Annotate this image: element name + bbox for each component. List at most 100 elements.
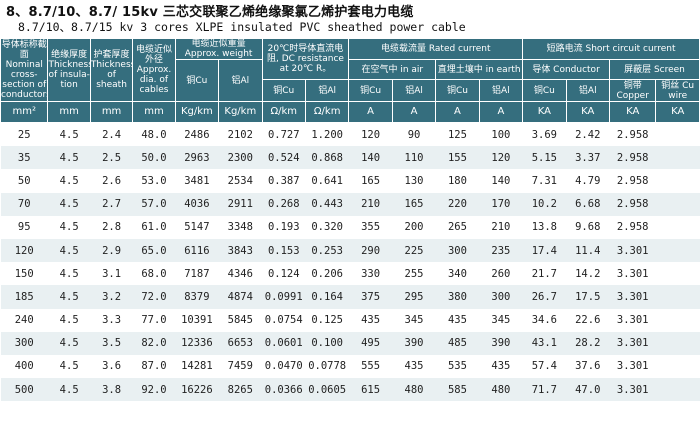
header-sc-cu: 铜Cu (522, 79, 567, 102)
table-cell: 4874 (218, 285, 263, 309)
table-row: 50 4.5 2.6 53.0 3481 2534 0.387 0.641 165 130 180 1… (1, 169, 700, 192)
table-cell: 200 (404, 221, 424, 234)
table-cell (655, 378, 700, 402)
table-cell: 82.0 (132, 331, 176, 355)
table-cell: 0.164 (305, 285, 349, 309)
table-cell: 3481 (184, 174, 210, 187)
table-cell: 68.0 (141, 267, 167, 280)
table-cell: 71.7 (522, 378, 567, 402)
table-cell: 4.5 (59, 174, 79, 187)
table-cell: 2.958 (616, 128, 649, 141)
table-cell: 77.0 (141, 314, 167, 327)
table-cell: 2.958 (609, 146, 656, 170)
table-cell: 140 (491, 174, 511, 187)
table-cell: 435 (447, 314, 467, 327)
table-cell (656, 123, 700, 147)
unit-cell: KA (655, 101, 700, 123)
table-cell: 0.0470 (264, 360, 303, 373)
table-row: 500 4.5 3.8 92.0 16226 8265 0.0366 0.0605 615 480… (0, 378, 700, 402)
table-cell: 555 (361, 360, 381, 373)
table-cell: 2300 (218, 146, 263, 170)
table-cell: 21.7 (531, 267, 557, 280)
table-cell: 0.443 (305, 192, 349, 216)
table-cell: 8265 (218, 378, 263, 402)
table-cell: 61.0 (141, 221, 167, 234)
table-cell: 0.0991 (262, 285, 306, 309)
table-cell: 90 (407, 128, 421, 141)
table-cell: 4.5 (59, 221, 79, 234)
header-dia: 电缆近似外径 Approx. dia. of cables (132, 38, 176, 102)
table-cell: 0.268 (262, 192, 306, 216)
table-cell: 2.5 (90, 146, 133, 170)
table-cell: 0.0366 (262, 378, 306, 402)
table-cell: 345 (404, 314, 424, 327)
table-cell: 16226 (175, 378, 219, 402)
table-cell: 480 (392, 378, 436, 402)
table-cell: 300 (435, 238, 480, 263)
table-cell: 3.6 (102, 360, 122, 373)
header-earth-cu: 铜Cu (435, 79, 480, 102)
table-cell: 48.0 (141, 128, 167, 141)
table-cell: 37.6 (575, 360, 601, 373)
table-cell: 130 (404, 174, 424, 187)
unit-cell: mm (47, 101, 91, 123)
header-dc-al: 铝Al (304, 79, 350, 102)
table-cell: 495 (348, 331, 393, 355)
table-cell: 535 (447, 360, 467, 373)
table-cell: 4346 (227, 267, 253, 280)
table-cell: 5845 (227, 314, 253, 327)
table-cell: 390 (392, 331, 436, 355)
header-nominal: 导体标称截面 Nominal cross-section of conducto… (0, 38, 49, 102)
table-cell: 12336 (175, 331, 219, 355)
table-cell: 4.5 (47, 238, 91, 263)
table-cell: 0.0754 (264, 314, 303, 327)
table-cell: 0.641 (311, 174, 343, 187)
unit-cell: A (478, 101, 524, 123)
unit-cell: A (435, 101, 480, 123)
header-sheath: 护套厚度 Thickness of sheath (89, 38, 134, 102)
header-air-cu: 铜Cu (348, 79, 393, 102)
table-cell: 435 (404, 360, 424, 373)
table-cell: 210 (491, 221, 511, 234)
table-cell: 435 (491, 360, 511, 373)
unit-cell: Ω/km (304, 101, 350, 123)
header-conductor: 导体 Conductor (522, 59, 610, 80)
table-cell (656, 309, 700, 332)
table-cell: 50.0 (132, 146, 176, 170)
table-cell: 220 (435, 192, 480, 216)
table-cell: 92.0 (132, 378, 176, 402)
table-cell (655, 331, 700, 355)
table-cell: 2.4 (102, 128, 122, 141)
table-cell: 72.0 (132, 285, 176, 309)
table-cell: 180 (447, 174, 467, 187)
table-cell: 4.5 (47, 285, 91, 309)
table-cell: 3843 (218, 238, 263, 263)
table-cell: 3.69 (531, 128, 557, 141)
table-cell: 0.0778 (308, 360, 347, 373)
table-cell: 295 (392, 285, 436, 309)
table-cell: 57.4 (531, 360, 557, 373)
table-cell: 95 (17, 221, 31, 234)
table-cell: 14.2 (575, 267, 601, 280)
header-in-earth: 直埋土壤中 in earth (435, 59, 524, 80)
table-cell: 0.524 (262, 146, 306, 170)
table-cell: 3.301 (616, 314, 649, 327)
table-cell: 3.2 (90, 285, 133, 309)
header-weight-al: 铝Al (218, 59, 263, 102)
table-cell: 26.7 (522, 285, 567, 309)
table-cell: 265 (447, 221, 467, 234)
table-cell: 3.8 (90, 378, 133, 402)
unit-cell: KA (608, 101, 657, 123)
table-cell: 28.2 (566, 331, 610, 355)
cable-spec-table: 导体标称截面 Nominal cross-section of conducto… (0, 38, 700, 402)
table-cell: 10391 (181, 314, 213, 327)
table-cell: 3.301 (616, 267, 649, 280)
table-cell: 300 (479, 285, 523, 309)
table-cell: 0.153 (262, 238, 306, 263)
table-cell: 2.958 (616, 221, 649, 234)
table-cell: 34.6 (531, 314, 557, 327)
table-cell: 11.4 (566, 238, 610, 263)
table-cell: 210 (348, 192, 393, 216)
table-cell: 2102 (227, 128, 253, 141)
table-cell: 125 (447, 128, 467, 141)
